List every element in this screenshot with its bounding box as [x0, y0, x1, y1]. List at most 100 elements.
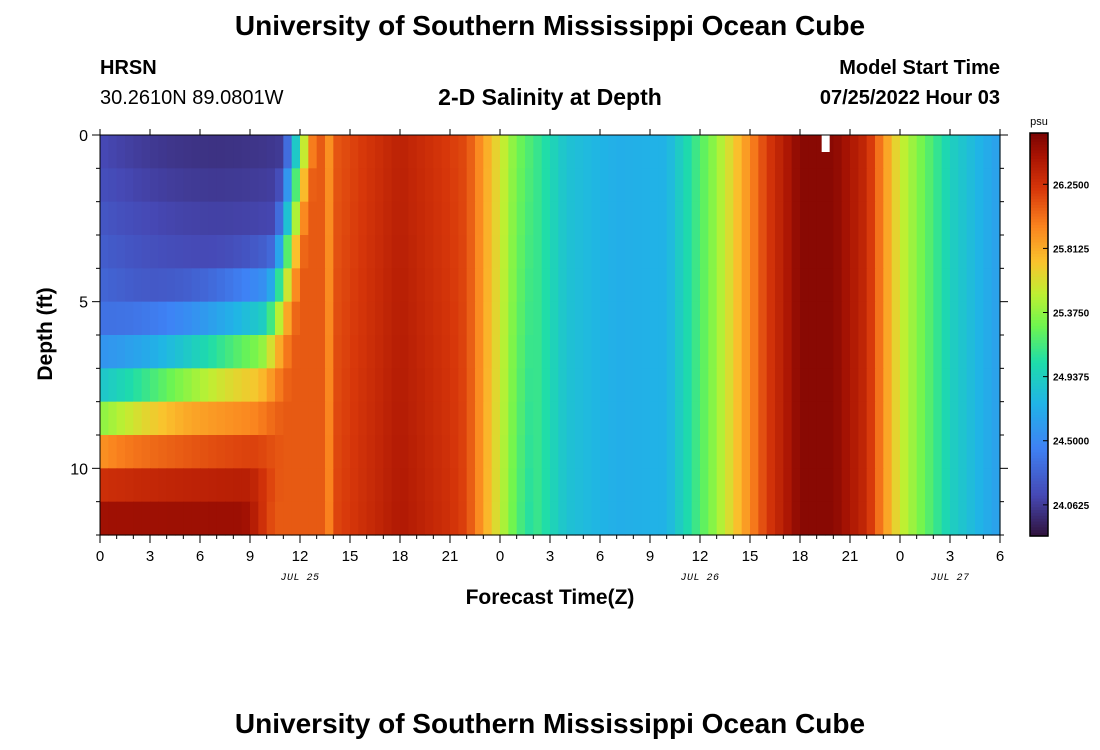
heatmap-cell [575, 268, 584, 303]
heatmap-cell [766, 168, 776, 203]
heatmap-cell [716, 501, 726, 536]
heatmap-cell [766, 201, 776, 236]
heatmap-cell [441, 368, 451, 403]
heatmap-cell [375, 168, 384, 203]
heatmap-cell [966, 235, 976, 269]
heatmap-cell [233, 301, 243, 336]
heatmap-cell [616, 435, 626, 469]
heatmap-cell [233, 235, 243, 269]
heatmap-cell [308, 368, 318, 403]
heatmap-cell [833, 268, 843, 303]
heatmap-cell [258, 268, 268, 303]
heatmap-cell [900, 368, 909, 403]
colorbar-segment [1030, 432, 1048, 436]
heatmap-cell [575, 168, 584, 203]
heatmap-cell [750, 468, 759, 503]
heatmap-cell [725, 335, 734, 369]
heatmap-cell [783, 235, 793, 269]
heatmap-cell [666, 168, 676, 203]
heatmap-cell [583, 201, 593, 236]
heatmap-cell [875, 501, 884, 536]
heatmap-cell [283, 401, 293, 436]
heatmap-cell [716, 435, 726, 469]
heatmap-cell [716, 168, 726, 203]
heatmap-cell [141, 368, 151, 403]
heatmap-cell [941, 201, 951, 236]
heatmap-cell [766, 501, 776, 536]
heatmap-cell [191, 235, 201, 269]
x-tick-label: 3 [546, 548, 554, 565]
heatmap-cell [900, 201, 909, 236]
heatmap-cell [391, 368, 401, 403]
heatmap-cell [291, 368, 301, 403]
heatmap-cell [516, 468, 526, 503]
heatmap-cell [850, 235, 859, 269]
heatmap-cell [950, 235, 959, 269]
heatmap-cell [233, 468, 243, 503]
heatmap-cell [808, 468, 818, 503]
heatmap-cell [108, 501, 118, 536]
colorbar-segment [1030, 383, 1048, 387]
heatmap-cell [858, 501, 868, 536]
heatmap-cell [650, 368, 659, 403]
heatmap-cell [158, 135, 168, 169]
colorbar-segment [1030, 184, 1048, 189]
heatmap-cell [125, 135, 134, 169]
colorbar-segment [1030, 331, 1048, 336]
heatmap-cell [708, 235, 718, 269]
heatmap-cell [725, 201, 734, 236]
heatmap-cell [591, 368, 601, 403]
heatmap-cell [583, 135, 593, 169]
heatmap-cell [541, 301, 551, 336]
heatmap-cell [950, 368, 959, 403]
heatmap-cell [100, 335, 109, 369]
heatmap-cell [316, 401, 326, 436]
heatmap-cell [450, 435, 459, 469]
heatmap-cell [908, 368, 918, 403]
heatmap-cell [583, 235, 593, 269]
heatmap-cell [541, 368, 551, 403]
heatmap-cell [900, 268, 909, 303]
heatmap-cell [300, 435, 309, 469]
heatmap-cell [966, 201, 976, 236]
colorbar-segment [1030, 409, 1048, 413]
heatmap-cell [683, 335, 693, 369]
heatmap-cell [266, 501, 276, 536]
heatmap-cell [216, 235, 226, 269]
heatmap-cell [575, 201, 584, 236]
colorbar-segment [1030, 308, 1048, 313]
heatmap-cell [683, 435, 693, 469]
heatmap-cell [516, 201, 526, 236]
colorbar-segment [1030, 170, 1048, 174]
heatmap-cell [316, 201, 326, 236]
heatmap-cell [766, 301, 776, 336]
heatmap-cell [908, 501, 918, 536]
heatmap-cell [383, 135, 393, 169]
heatmap-cell [216, 301, 226, 336]
colorbar-segment [1030, 204, 1048, 209]
colorbar-segment [1030, 351, 1048, 356]
heatmap-cell [816, 335, 826, 369]
colorbar-segment [1030, 202, 1048, 206]
heatmap-cell [708, 201, 718, 236]
heatmap-cell [325, 168, 334, 203]
colorbar-segment [1030, 392, 1048, 396]
heatmap-cell [933, 201, 943, 236]
heatmap-cell [858, 401, 868, 436]
heatmap-cell [583, 368, 593, 403]
heatmap-cell [975, 435, 984, 469]
colorbar-segment [1030, 156, 1048, 160]
heatmap-cell [983, 301, 993, 336]
heatmap-cell [383, 168, 393, 203]
heatmap-cell [825, 168, 834, 203]
colorbar-segment [1030, 322, 1048, 327]
heatmap-cell [333, 401, 343, 436]
colorbar-segment [1030, 466, 1048, 471]
heatmap-cell [983, 368, 993, 403]
heatmap-cell [741, 135, 751, 169]
heatmap-cell [291, 435, 301, 469]
heatmap-cell [366, 468, 376, 503]
heatmap-cell [858, 301, 868, 336]
heatmap-cell [166, 435, 176, 469]
